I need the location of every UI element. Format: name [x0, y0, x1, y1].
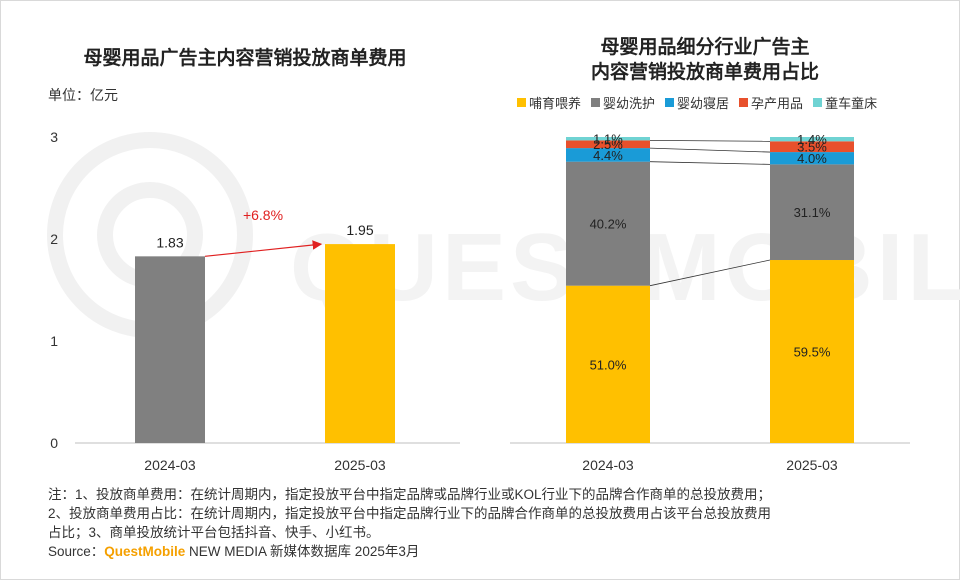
stacked-segment-婴幼洗护-2024-03	[566, 161, 650, 286]
legend-label: 婴幼洗护	[603, 96, 656, 111]
stacked-segment-童车童床-2025-03	[770, 137, 854, 142]
left-y-tick-label: 1	[50, 333, 58, 349]
legend-label: 哺育喂养	[529, 96, 582, 111]
stacked-segment-label: 59.5%	[794, 345, 831, 360]
right-stacked-bar-chart: 51.0% 40.2% 4.4%2.5%1.1% 2024-03 59.5% 31.1% 4…	[510, 132, 910, 473]
stacked-segment-婴幼寝居-2025-03	[770, 152, 854, 165]
right-chart-legend: 哺育喂养 婴幼洗护 婴幼寝居 孕产用品 童车童床	[517, 93, 877, 112]
source-prefix: Source：	[48, 544, 105, 559]
stack-connector-line	[649, 259, 771, 287]
right-x-tick-label: 2024-03	[582, 457, 634, 473]
right-x-tick-label: 2025-03	[786, 457, 838, 473]
left-bar-value-label: 1.95	[346, 222, 373, 238]
stacked-segment-label: 2.5%	[593, 137, 623, 152]
left-y-tick-label: 3	[50, 129, 58, 145]
left-chart-unit: 单位：亿元	[48, 87, 118, 103]
legend-item-哺育喂养: 哺育喂养	[517, 93, 581, 112]
stacked-segment-label: 4.4%	[593, 148, 623, 163]
stacked-segment-婴幼寝居-2024-03	[566, 148, 650, 162]
stacked-segment-孕产用品-2025-03	[770, 141, 854, 153]
growth-arrow	[204, 240, 323, 257]
note-line-2: 2、投放商单费用占比：在统计周期内，指定投放平台中指定品牌行业下的品牌合作商单的…	[48, 506, 772, 521]
stacked-segment-婴幼洗护-2025-03	[770, 164, 854, 261]
legend-swatch	[591, 98, 601, 107]
note-line-1: 注：1、投放商单费用：在统计周期内，指定投放平台中指定品牌或品牌行业或KOL行业…	[48, 487, 772, 502]
stacked-segment-label: 1.4%	[797, 132, 827, 147]
left-y-tick-label: 2	[50, 231, 58, 247]
footnotes: 注：1、投放商单费用：在统计周期内，指定投放平台中指定品牌或品牌行业或KOL行业…	[48, 485, 928, 561]
legend-label: 婴幼寝居	[677, 96, 730, 111]
stacked-segment-label: 40.2%	[590, 217, 627, 232]
stack-connector-line	[649, 147, 771, 153]
stack-connector-line	[649, 139, 771, 142]
stacked-segment-label: 51.0%	[590, 357, 627, 372]
legend-swatch	[813, 98, 823, 107]
left-bar-2025-03	[325, 244, 395, 443]
stacked-segment-label: 3.5%	[797, 140, 827, 155]
stacked-segment-童车童床-2024-03	[566, 137, 650, 141]
right-chart-title-line2: 内容营销投放商单费用占比	[590, 62, 819, 83]
left-chart-title: 母婴用品广告主内容营销投放商单费用	[83, 48, 407, 69]
stacked-segment-label: 1.1%	[593, 132, 623, 147]
left-y-tick-label: 0	[50, 435, 58, 451]
stacked-segment-label: 31.1%	[794, 205, 831, 220]
legend-item-孕产用品: 孕产用品	[739, 93, 803, 112]
legend-item-童车童床: 童车童床	[813, 93, 877, 112]
legend-item-婴幼洗护: 婴幼洗护	[591, 93, 655, 112]
source-line: Source：QuestMobile NEW MEDIA 新媒体数据库 2025…	[48, 542, 928, 561]
legend-label: 童车童床	[825, 96, 878, 111]
stacked-segment-哺育喂养-2025-03	[770, 260, 854, 443]
legend-swatch	[517, 98, 526, 107]
source-suffix: NEW MEDIA 新媒体数据库 2025年3月	[185, 544, 420, 559]
stacked-segment-孕产用品-2024-03	[566, 140, 650, 149]
note-line-3: 占比；3、商单投放统计平台包括抖音、快手、小红书。	[48, 525, 380, 540]
source-brand: QuestMobile	[104, 544, 186, 559]
stack-connector-line	[649, 161, 771, 165]
legend-swatch	[739, 98, 749, 107]
left-bar-chart: 0 1 2 3 1.83 2024-03 1.95 2025-03 +6.8%	[50, 129, 460, 473]
legend-label: 孕产用品	[751, 96, 804, 111]
left-x-tick-label: 2024-03	[144, 457, 196, 473]
stacked-segment-哺育喂养-2024-03	[566, 285, 650, 443]
right-chart-title-line1: 母婴用品细分行业广告主	[600, 37, 810, 58]
legend-swatch	[665, 98, 675, 107]
left-bar-value-label: 1.83	[156, 234, 183, 250]
legend-item-婴幼寝居: 婴幼寝居	[665, 93, 729, 112]
left-x-tick-label: 2025-03	[334, 457, 386, 473]
stacked-segment-label: 4.0%	[797, 151, 827, 166]
left-bar-2024-03	[135, 256, 205, 443]
growth-label: +6.8%	[243, 207, 283, 223]
